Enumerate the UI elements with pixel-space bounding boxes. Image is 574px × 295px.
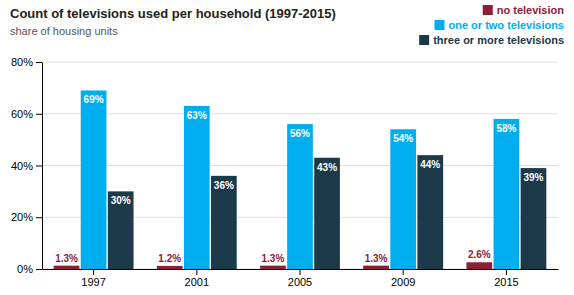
data-label: 54% (393, 133, 413, 144)
legend-swatch (419, 35, 429, 45)
data-label: 56% (290, 128, 310, 139)
bar (314, 158, 340, 269)
y-tick-label: 80% (11, 56, 33, 68)
bar (108, 191, 134, 269)
chart-svg: Count of televisions used per household … (0, 0, 574, 295)
legend-item: one or two televisions (434, 19, 564, 31)
bar (521, 168, 547, 269)
grid-line (42, 62, 558, 63)
y-tick-mark (36, 217, 42, 218)
x-tick-mark (300, 269, 301, 275)
bar (363, 266, 389, 269)
x-tick-label: 2001 (185, 276, 209, 288)
plot-area: 199720012005200920150%20%40%60%80%1.3%1.… (11, 56, 559, 288)
x-tick: 2001 (185, 269, 209, 288)
y-tick-label: 60% (11, 108, 33, 120)
data-label: 1.3% (365, 253, 388, 264)
bar (287, 124, 313, 269)
x-tick-label: 2015 (494, 276, 518, 288)
bar (157, 266, 183, 269)
y-tick: 20% (11, 211, 42, 223)
data-label: 1.3% (262, 253, 285, 264)
chart-container: Count of televisions used per household … (0, 0, 574, 295)
x-tick-mark (506, 269, 507, 275)
y-tick: 80% (11, 56, 42, 68)
grid-line (42, 113, 558, 114)
bar (54, 266, 80, 269)
legend-swatch (483, 5, 493, 15)
y-tick-mark (36, 114, 42, 115)
y-tick-mark (36, 269, 42, 270)
x-tick-mark (196, 269, 197, 275)
data-label: 63% (187, 110, 207, 121)
y-tick-mark (36, 62, 42, 63)
x-tick: 2015 (494, 269, 518, 288)
legend: no television one or two televisions three… (419, 4, 564, 46)
bar (390, 129, 416, 269)
y-axis-line (42, 63, 43, 270)
x-tick-mark (403, 269, 404, 275)
x-tick-label: 1997 (81, 276, 105, 288)
x-tick-label: 2005 (288, 276, 312, 288)
data-label: 2.6% (468, 249, 491, 260)
bars (54, 90, 547, 269)
x-tick: 2005 (288, 269, 312, 288)
x-axis: 1997 2001 2005 2009 2015 (43, 269, 559, 288)
legend-label: one or two televisions (448, 19, 564, 31)
y-tick: 0% (17, 263, 42, 275)
legend-label: no television (497, 4, 565, 16)
data-label: 1.3% (55, 253, 78, 264)
data-labels: 1.3% 1.2% 1.3% 1.3% 2.6% 69% 63% 56% 54% 58% 30% 36… (55, 94, 543, 263)
x-tick-label: 2009 (391, 276, 415, 288)
bar (211, 176, 237, 269)
legend-item: three or more televisions (419, 34, 564, 46)
bar (417, 155, 443, 269)
x-tick: 1997 (81, 269, 105, 288)
legend-swatch (434, 20, 444, 30)
x-tick-mark (93, 269, 94, 275)
chart-title: Count of televisions used per household … (10, 6, 336, 21)
y-tick-mark (36, 166, 42, 167)
legend-label: three or more televisions (433, 34, 564, 46)
y-tick: 40% (11, 160, 42, 172)
bar (260, 266, 286, 269)
bar (466, 262, 492, 269)
y-tick-label: 20% (11, 211, 33, 223)
data-label: 58% (496, 123, 516, 134)
bar (494, 119, 520, 269)
legend-item: no television (483, 4, 565, 16)
chart-subtitle: share of housing units (10, 25, 118, 37)
bar (81, 90, 107, 269)
bar-series (81, 90, 520, 269)
x-tick: 2009 (391, 269, 415, 288)
y-tick: 60% (11, 108, 42, 120)
data-label: 44% (420, 159, 440, 170)
y-tick-label: 0% (17, 263, 33, 275)
data-label: 69% (84, 94, 104, 105)
data-label: 30% (111, 195, 131, 206)
data-label: 36% (214, 180, 234, 191)
data-label: 39% (523, 172, 543, 183)
y-tick-label: 40% (11, 160, 33, 172)
y-axis: 0% 20% 40% 60% 80% (11, 56, 43, 275)
data-label: 43% (317, 162, 337, 173)
grid (42, 62, 558, 269)
data-label: 1.2% (158, 253, 181, 264)
bar-series (108, 155, 547, 269)
bar (184, 106, 210, 269)
